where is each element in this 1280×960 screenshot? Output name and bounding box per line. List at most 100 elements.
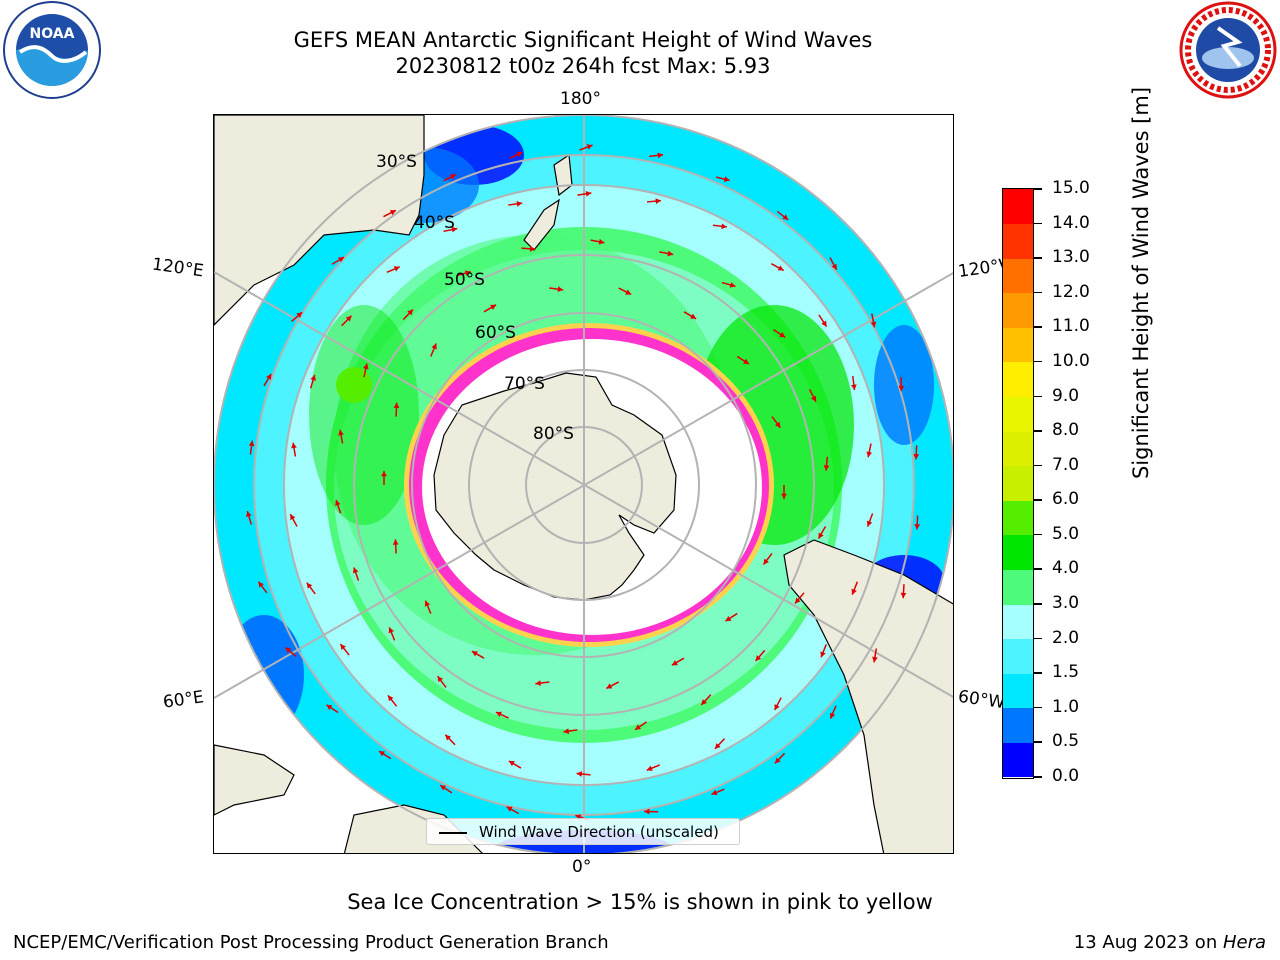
colorbar-segment <box>1003 742 1033 778</box>
colorbar-segment <box>1003 223 1033 259</box>
wave-direction-arrowhead <box>586 144 593 150</box>
wave-direction-arrowhead <box>794 597 801 604</box>
wave-direction-arrowhead <box>690 313 697 319</box>
wave-direction-arrowhead <box>576 771 583 777</box>
wave-direction-arrowhead <box>870 321 877 328</box>
wave-direction-arrowhead <box>714 743 721 749</box>
antarctica <box>433 372 677 601</box>
footer-host: Hera <box>1222 932 1266 953</box>
colorbar-tick-label: 7.0 <box>1052 454 1080 475</box>
wave-direction-arrowhead <box>393 266 400 272</box>
wave-direction-arrowhead <box>378 751 385 757</box>
wave-direction-arrowhead <box>644 808 650 815</box>
wave-direction-arrowhead <box>625 289 632 295</box>
colorbar-tick-mark <box>1034 637 1042 640</box>
wave-direction-arrowhead <box>338 429 344 436</box>
wave-direction-arrowhead <box>437 676 444 683</box>
wave-direction-arrowhead <box>495 711 502 718</box>
lat-label-50s: 50°S <box>444 270 485 290</box>
wave-direction-arrowhead <box>338 257 345 263</box>
wave-direction-arrowhead <box>598 238 605 245</box>
wave-direction-arrowhead <box>711 789 718 796</box>
colorbar-tick-label: 13.0 <box>1052 247 1090 268</box>
wave-direction-arrowhead <box>671 660 678 666</box>
colorbar-tick-mark <box>1034 706 1042 709</box>
wave-direction-arrowhead <box>431 343 437 350</box>
wave-direction-arrowhead <box>291 442 297 449</box>
wave-direction-arrowhead <box>635 724 642 730</box>
legend-line-swatch <box>439 832 467 834</box>
wave-direction-arrowhead <box>246 511 252 517</box>
legend-label: Wind Wave Direction (unscaled) <box>479 823 719 841</box>
wave-direction-arrowhead <box>387 695 394 702</box>
colorbar-tick-label: 5.0 <box>1052 523 1080 544</box>
colorbar-segment <box>1003 465 1033 501</box>
wave-direction-arrowhead <box>606 683 613 689</box>
wave-direction-arrowhead <box>516 200 523 207</box>
colorbar-tick-label: 9.0 <box>1052 385 1080 406</box>
lon-label-120e: 120°E <box>150 254 205 282</box>
colorbar <box>1002 188 1034 779</box>
wave-direction-arrowhead <box>866 520 873 527</box>
colorbar-tick-mark <box>1034 603 1042 605</box>
colorbar-segment <box>1003 569 1033 605</box>
colorbar-tick-label: 10.0 <box>1052 350 1090 371</box>
colorbar-tick-mark <box>1034 291 1042 294</box>
colorbar-tick-mark <box>1034 430 1042 432</box>
colorbar-title: Significant Height of Wind Waves [m] <box>1129 86 1153 480</box>
colorbar-segment <box>1003 500 1033 536</box>
wave-direction-arrowhead <box>851 588 857 595</box>
colorbar-tick-label: 8.0 <box>1052 420 1080 441</box>
wave-direction-arrowhead <box>352 567 359 574</box>
wave-direction-arrowhead <box>777 265 784 271</box>
wave-direction-arrowhead <box>850 384 857 390</box>
lat-label-70s: 70°S <box>504 374 545 394</box>
wave-direction-arrowhead <box>335 500 341 506</box>
wave-direction-arrowhead <box>810 395 817 402</box>
wave-direction-arrowhead <box>451 226 458 233</box>
wave-direction-arrowhead <box>829 712 836 719</box>
polar-map <box>213 114 954 854</box>
map-legend: Wind Wave Direction (unscaled) <box>426 818 740 845</box>
colorbar-tick-label: 4.0 <box>1052 558 1080 579</box>
colorbar-tick-mark <box>1034 464 1042 467</box>
wave-direction-arrowhead <box>393 402 400 409</box>
lon-label-60w: 60°W <box>956 686 1007 714</box>
map-subtitle: 20230812 t00z 264h fcst Max: 5.93 <box>395 54 771 78</box>
wave-direction-arrowhead <box>388 627 394 634</box>
wave-direction-arrowhead <box>781 493 787 499</box>
wave-direction-arrowhead <box>743 358 749 364</box>
colorbar-tick-mark <box>1034 533 1042 536</box>
colorbar-tick-label: 0.5 <box>1052 731 1080 752</box>
colorbar-segment <box>1003 396 1033 432</box>
colorbar-tick-mark <box>1034 395 1042 398</box>
wind-wave-arrows <box>246 144 921 821</box>
south-america <box>783 539 953 853</box>
colorbar-segment <box>1003 604 1033 640</box>
colorbar-tick-label: 6.0 <box>1052 489 1080 510</box>
wave-direction-arrowhead <box>310 374 316 381</box>
wave-direction-arrowhead <box>667 250 674 257</box>
wave-direction-arrowhead <box>646 765 653 771</box>
colorbar-tick-mark <box>1034 568 1042 570</box>
colorbar-tick-label: 1.5 <box>1052 662 1080 683</box>
wave-direction-arrowhead <box>774 757 781 764</box>
wave-direction-arrowhead <box>821 320 827 327</box>
madagascar <box>214 744 295 816</box>
wave-direction-arrowhead <box>723 176 730 182</box>
lon-label-180: 180° <box>560 89 601 109</box>
wave-direction-arrowhead <box>445 734 452 741</box>
wave-direction-arrowhead <box>389 210 396 216</box>
svg-text:NOAA: NOAA <box>30 26 75 42</box>
wave-direction-arrowhead <box>725 615 732 622</box>
colorbar-segment <box>1003 361 1033 398</box>
wave-direction-arrowhead <box>392 539 399 545</box>
sea-ice-note: Sea Ice Concentration > 15% is shown in … <box>347 890 933 914</box>
wave-direction-arrowhead <box>450 174 457 180</box>
wave-direction-arrowhead <box>345 315 352 322</box>
wave-direction-arrowhead <box>898 385 905 392</box>
wave-direction-arrowhead <box>306 582 313 589</box>
wave-direction-arrowhead <box>326 704 333 711</box>
colorbar-tick-mark <box>1034 741 1042 743</box>
wave-direction-arrowhead <box>258 581 264 588</box>
